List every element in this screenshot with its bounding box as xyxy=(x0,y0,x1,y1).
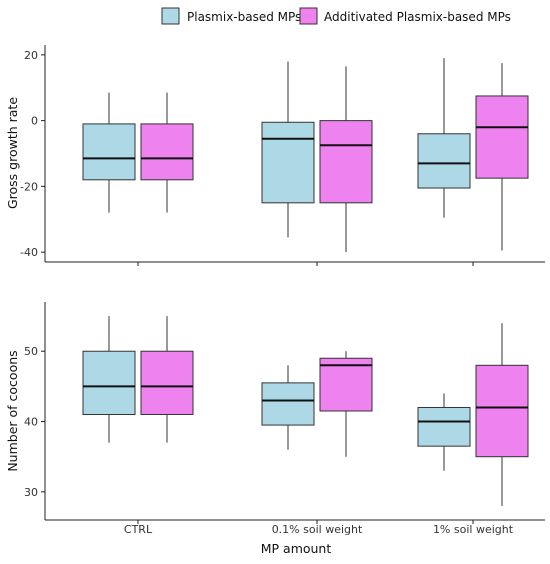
panel-bottom-y-tick-label: 50 xyxy=(24,345,38,358)
panel-top: Gross growth rate -40 -20 0 20 xyxy=(5,45,545,266)
box-bottom-plasmix-1 xyxy=(261,365,315,450)
iqr-box xyxy=(475,95,529,179)
iqr-box xyxy=(417,406,471,447)
legend-label-additivated: Additivated Plasmix-based MPs xyxy=(324,10,511,24)
iqr-box xyxy=(261,382,315,426)
legend: Plasmix-based MPs Additivated Plasmix-ba… xyxy=(161,7,511,25)
x-tick-labels: CTRL 0.1% soil weight 1% soil weight xyxy=(124,523,514,536)
iqr-box xyxy=(261,121,315,204)
panel-top-y-tick-label: 20 xyxy=(24,49,38,62)
panel-bottom-marks: 30 40 50 xyxy=(24,316,529,524)
iqr-box xyxy=(82,123,136,181)
panel-bottom-y-tick-label: 40 xyxy=(24,416,38,429)
box-top-additivated-2 xyxy=(475,63,529,251)
iqr-box xyxy=(417,133,471,189)
box-top-plasmix-1 xyxy=(261,61,315,238)
iqr-box xyxy=(319,357,373,412)
legend-swatch-additivated xyxy=(299,7,318,25)
panel-bottom-y-axis-title: Number of cocoons xyxy=(5,350,20,471)
iqr-box xyxy=(475,364,529,458)
box-top-plasmix-2 xyxy=(417,58,471,218)
legend-swatch-plasmix xyxy=(161,7,180,25)
box-bottom-additivated-0 xyxy=(140,316,194,443)
box-bottom-plasmix-2 xyxy=(417,393,471,471)
iqr-box xyxy=(140,350,194,416)
x-tick-label: 1% soil weight xyxy=(433,523,514,536)
box-bottom-additivated-1 xyxy=(319,351,373,457)
panel-top-marks: -40 -20 0 20 xyxy=(20,49,529,266)
x-tick-label: CTRL xyxy=(124,523,153,536)
box-bottom-plasmix-0 xyxy=(82,316,136,443)
panel-top-y-tick-label: 0 xyxy=(31,115,38,128)
panel-top-y-tick-label: -40 xyxy=(20,246,38,259)
x-axis-title: MP amount xyxy=(261,541,332,556)
panel-top-y-tick-label: -20 xyxy=(20,180,38,193)
iqr-box xyxy=(140,123,194,181)
box-top-additivated-1 xyxy=(319,66,373,253)
box-top-additivated-0 xyxy=(140,92,194,213)
legend-label-plasmix: Plasmix-based MPs xyxy=(187,10,301,24)
x-tick-label: 0.1% soil weight xyxy=(272,523,363,536)
iqr-box xyxy=(319,120,373,204)
panel-bottom: Number of cocoons 30 40 50 xyxy=(5,302,545,524)
box-bottom-additivated-2 xyxy=(475,323,529,506)
panel-top-y-axis-title: Gross growth rate xyxy=(5,97,20,209)
panel-bottom-y-tick-label: 30 xyxy=(24,486,38,499)
box-top-plasmix-0 xyxy=(82,92,136,213)
iqr-box xyxy=(82,350,136,416)
